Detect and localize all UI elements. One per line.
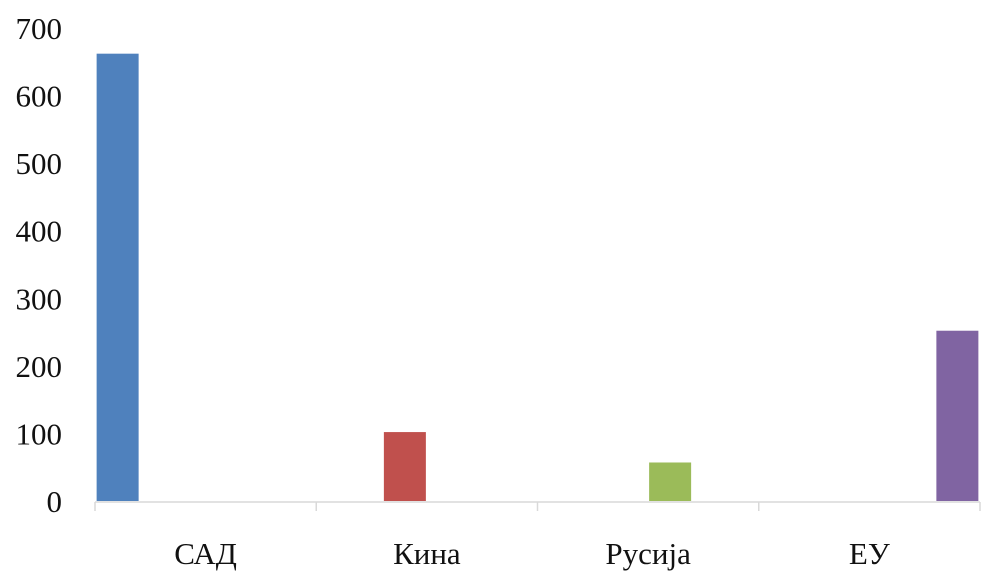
y-tick-label: 400	[16, 214, 63, 249]
y-tick-label: 200	[16, 349, 63, 384]
y-tick-label: 0	[47, 484, 63, 519]
y-tick-label: 100	[16, 416, 63, 451]
category-labels: САД Кина Русија ЕУ	[174, 536, 890, 571]
bar-4	[936, 330, 979, 501]
bar-2	[383, 432, 426, 501]
bar-3	[649, 462, 692, 501]
y-tick-label: 700	[16, 11, 63, 46]
y-tick-label: 500	[16, 146, 63, 181]
x-axis	[94, 501, 981, 511]
x-category-label: Кина	[393, 536, 461, 571]
x-category-label: ЕУ	[849, 536, 890, 571]
y-tick-label: 300	[16, 281, 63, 316]
bar-1	[96, 53, 139, 501]
y-tick-label: 600	[16, 79, 63, 114]
bars	[96, 53, 979, 501]
x-category-label: САД	[174, 536, 237, 571]
y-axis: 0 100 200 300 400 500 600 700	[16, 11, 63, 519]
x-category-label: Русија	[605, 536, 691, 571]
